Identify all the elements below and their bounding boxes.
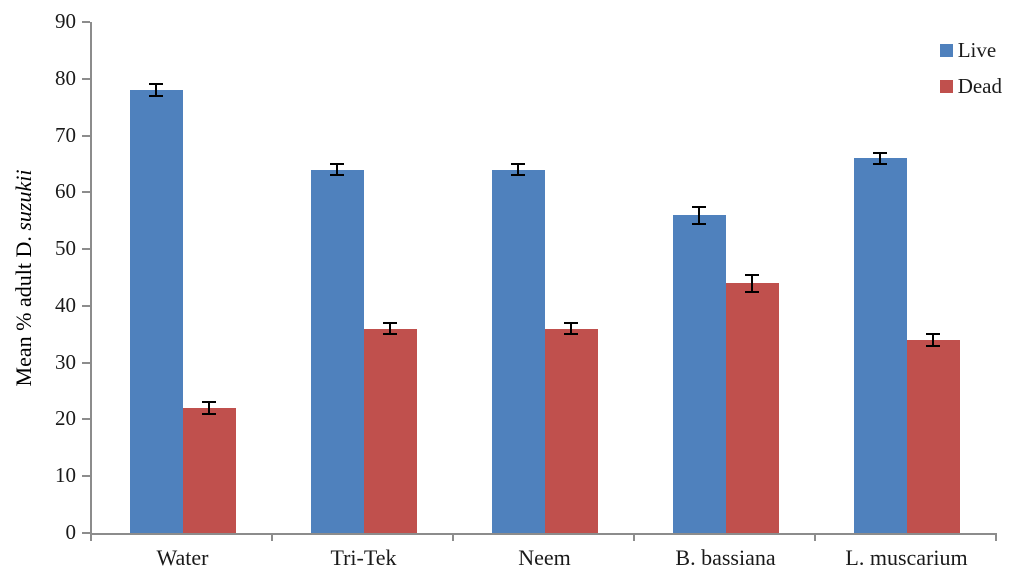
y-tick-mark [82, 77, 90, 80]
y-tick-label: 40 [55, 292, 76, 317]
y-axis-line [90, 22, 92, 535]
legend-swatch-live-icon [939, 44, 953, 57]
error-bar-cap-top [383, 321, 397, 324]
error-bar-cap-bottom [511, 174, 525, 177]
error-bar-cap-top [926, 333, 940, 336]
bar-live-1 [129, 90, 183, 533]
y-tick-label: 90 [55, 9, 76, 33]
error-bar-cap-bottom [383, 333, 397, 336]
x-axis-label-3: Neem [518, 545, 571, 570]
error-bar-cap-bottom [926, 344, 940, 347]
y-tick-label: 30 [55, 349, 76, 374]
error-bar-line [879, 152, 881, 164]
error-bar-cap-top [330, 162, 344, 165]
error-bar-line [336, 163, 338, 176]
x-tick-mark [633, 533, 635, 541]
legend: Live Dead [939, 38, 1002, 112]
legend-label-live: Live [957, 38, 997, 62]
x-tick-mark [90, 533, 92, 541]
bar-dead-2 [363, 328, 417, 533]
error-bar-cap-top [692, 205, 706, 208]
legend-item-dead: Dead [939, 74, 1002, 98]
x-tick-mark [271, 533, 273, 541]
error-bar-cap-top [149, 83, 163, 86]
y-tick-mark [82, 475, 90, 478]
error-bar-cap-bottom [745, 290, 759, 293]
error-bar-cap-top [511, 162, 525, 165]
error-bar-line [570, 322, 572, 335]
error-bar-cap-bottom [202, 412, 216, 415]
x-axis-line [90, 533, 997, 535]
y-tick-label: 50 [55, 236, 76, 261]
y-tick-mark [82, 361, 90, 364]
x-axis-label-4: B. bassiana [675, 545, 776, 570]
y-tick-label: 80 [55, 65, 76, 90]
error-bar-line [751, 274, 753, 292]
bar-dead-5 [906, 339, 960, 533]
x-tick-mark [995, 533, 997, 541]
error-bar-cap-top [564, 321, 578, 324]
y-tick-mark [82, 134, 90, 137]
error-bar-line [698, 206, 700, 224]
y-tick-mark [82, 532, 90, 534]
y-tick-mark [82, 21, 90, 23]
error-bar-cap-bottom [149, 94, 163, 97]
error-bar-line [517, 163, 519, 176]
legend-swatch-dead-icon [939, 80, 953, 93]
bar-live-5 [853, 158, 907, 533]
y-tick-label: 60 [55, 179, 76, 204]
bar-live-2 [310, 169, 364, 533]
legend-item-live: Live [939, 38, 1002, 62]
bar-dead-4 [725, 283, 779, 533]
error-bar-cap-top [745, 273, 759, 276]
error-bar-cap-bottom [692, 222, 706, 225]
y-tick-label: 10 [55, 463, 76, 488]
y-tick-mark [82, 304, 90, 307]
error-bar-line [155, 84, 157, 96]
x-axis-label-2: Tri-Tek [330, 545, 397, 570]
bar-live-4 [672, 215, 726, 533]
error-bar-cap-top [873, 151, 887, 154]
bar-dead-3 [544, 328, 598, 533]
error-bar-cap-bottom [330, 174, 344, 177]
error-bar-cap-bottom [564, 333, 578, 336]
bar-live-3 [491, 169, 545, 533]
y-tick-label: 20 [55, 406, 76, 431]
x-tick-mark [452, 533, 454, 541]
y-tick-label: 70 [55, 122, 76, 147]
x-axis-label-5: L. muscarium [845, 545, 968, 570]
y-tick-label: 0 [65, 520, 77, 544]
error-bar-cap-bottom [873, 162, 887, 165]
error-bar-cap-top [202, 401, 216, 404]
error-bar-line [932, 334, 934, 346]
legend-label-dead: Dead [957, 74, 1002, 98]
y-tick-mark [82, 418, 90, 421]
x-axis-label-1: Water [156, 545, 209, 570]
y-tick-mark [82, 248, 90, 251]
bar-dead-1 [182, 408, 236, 533]
error-bar-line [389, 322, 391, 335]
y-tick-mark [82, 191, 90, 194]
x-tick-mark [814, 533, 816, 541]
error-bar-line [208, 402, 210, 414]
